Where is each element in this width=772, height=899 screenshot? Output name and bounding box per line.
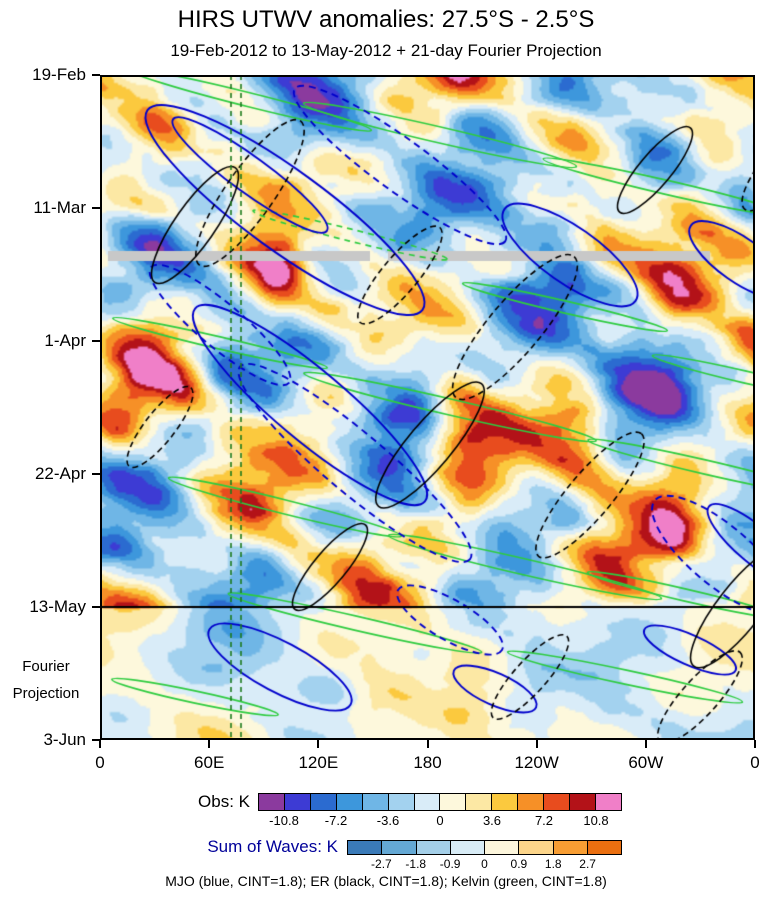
colorbar-tick-label: -10.8 xyxy=(269,813,299,828)
colorbar-tick-label: -7.2 xyxy=(324,813,348,828)
time-tick-mark xyxy=(92,340,100,342)
time-tick-mark xyxy=(92,739,100,741)
longitude-tick-label: 0 xyxy=(750,753,760,772)
colorbar-segment xyxy=(569,794,595,810)
projection-label-line2: Projection xyxy=(12,685,80,702)
colorbar-segment xyxy=(348,841,382,854)
figure-subtitle: 19-Feb-2012 to 13-May-2012 + 21-day Four… xyxy=(170,41,602,60)
projection-label-line1: Fourier xyxy=(22,658,70,675)
colorbar-segment xyxy=(491,794,518,810)
colorbar-tick-label: -0.9 xyxy=(439,857,461,871)
colorbar-segment xyxy=(283,794,310,810)
time-tick-label: 22-Apr xyxy=(34,464,86,483)
colorbar-segment xyxy=(387,794,414,810)
colorbar-segment xyxy=(415,841,450,854)
time-tick-label: 1-Apr xyxy=(44,331,86,350)
time-tick-mark xyxy=(92,207,100,209)
longitude-tick-label: 120E xyxy=(298,753,339,772)
time-tick-label: 13-May xyxy=(29,597,86,616)
colorbar-tick-label: 0 xyxy=(436,813,444,828)
time-tick-label: 11-Mar xyxy=(33,198,86,217)
longitude-tick-mark xyxy=(644,740,647,748)
colorbar-tick-label: -3.6 xyxy=(376,813,400,828)
longitude-tick-mark xyxy=(208,740,211,748)
colorbar-segment xyxy=(465,794,492,810)
colorbar-tick-label: 7.2 xyxy=(534,813,554,828)
colorbar-segment xyxy=(381,841,416,854)
longitude-tick-mark xyxy=(99,740,101,748)
colorbar-segment xyxy=(309,794,336,810)
longitude-tick-label: 0 xyxy=(95,753,105,772)
longitude-tick-label: 60E xyxy=(194,753,225,772)
waves-colorbar-label: Sum of Waves: K xyxy=(207,837,338,856)
time-tick-label: 3-Jun xyxy=(43,730,86,749)
colorbar-segment xyxy=(439,794,466,810)
colorbar-segment xyxy=(259,794,284,810)
colorbar-segment xyxy=(552,841,587,854)
colorbar-tick-label: -1.8 xyxy=(405,857,427,871)
colorbar-tick-label: 3.6 xyxy=(482,813,502,828)
longitude-tick-mark xyxy=(535,740,538,748)
colorbar-tick-label: 0.9 xyxy=(510,857,528,871)
obs-colorbar xyxy=(258,793,622,811)
colorbar-segment xyxy=(518,841,553,854)
legend-note: MJO (blue, CINT=1.8); ER (black, CINT=1.… xyxy=(165,873,607,889)
colorbar-segment xyxy=(449,841,484,854)
colorbar-tick-label: 10.8 xyxy=(583,813,609,828)
longitude-tick-mark xyxy=(426,740,429,748)
figure-title: HIRS UTWV anomalies: 27.5°S - 2.5°S xyxy=(177,6,595,33)
time-tick-mark xyxy=(92,74,100,76)
colorbar-segment xyxy=(586,841,621,854)
colorbar-segment xyxy=(543,794,570,810)
colorbar-segment xyxy=(361,794,388,810)
colorbar-segment xyxy=(413,794,440,810)
colorbar-segment xyxy=(335,794,362,810)
longitude-tick-label: 60W xyxy=(628,753,664,772)
obs-colorbar-label: Obs: K xyxy=(198,792,250,811)
longitude-tick-mark xyxy=(317,740,320,748)
colorbar-tick-label: 2.7 xyxy=(579,857,596,871)
time-tick-mark xyxy=(92,473,100,475)
longitude-tick-label: 180 xyxy=(413,753,442,772)
colorbar-segment xyxy=(517,794,544,810)
colorbar-segment xyxy=(594,794,621,810)
colorbar-tick-label: -2.7 xyxy=(371,857,392,871)
projection-region-label: Fourier Projection xyxy=(0,653,92,707)
time-tick-mark xyxy=(92,606,100,608)
anomaly-field-canvas xyxy=(100,75,755,740)
longitude-tick-mark xyxy=(754,740,756,748)
colorbar-segment xyxy=(484,841,519,854)
colorbar-tick-label: 0 xyxy=(481,857,488,871)
colorbar-tick-label: 1.8 xyxy=(544,857,562,871)
longitude-tick-label: 120W xyxy=(514,753,559,772)
waves-colorbar xyxy=(347,840,622,855)
time-tick-label: 19-Feb xyxy=(32,65,86,84)
